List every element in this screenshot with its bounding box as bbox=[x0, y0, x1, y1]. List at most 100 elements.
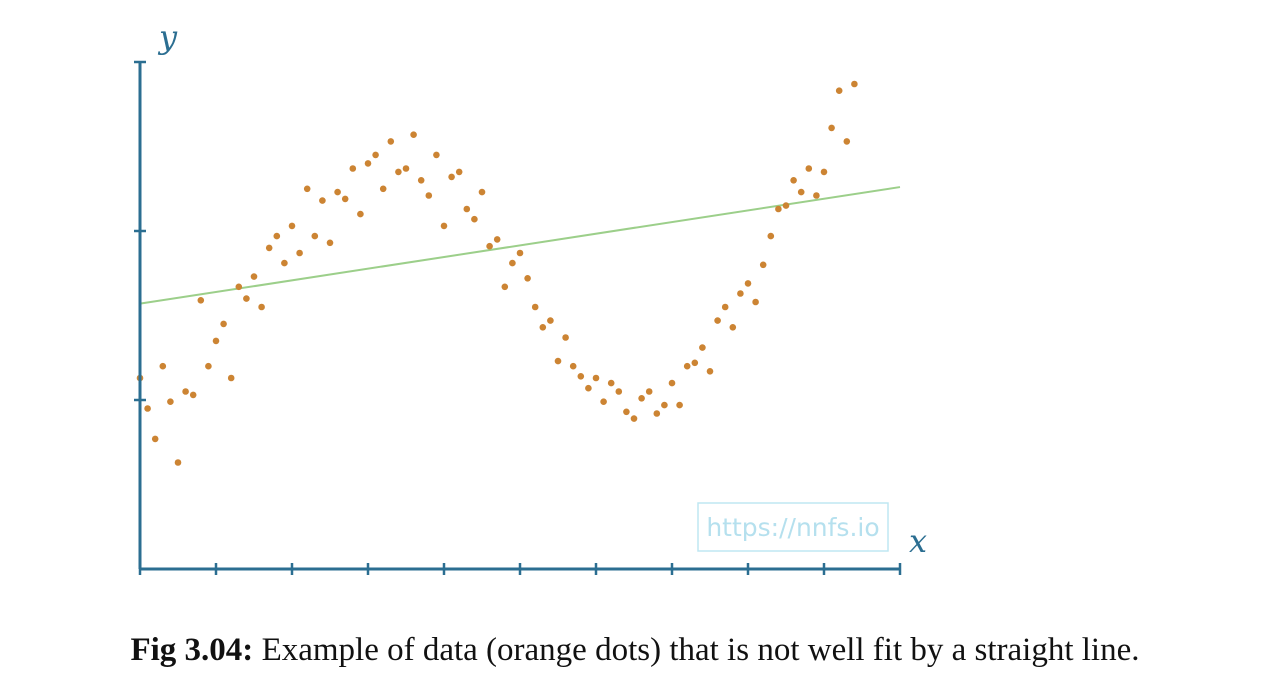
data-point bbox=[220, 320, 227, 328]
data-point bbox=[539, 324, 547, 331]
data-point bbox=[600, 398, 607, 406]
data-point bbox=[205, 362, 212, 370]
figure-label: Fig 3.04: bbox=[130, 632, 254, 668]
data-point bbox=[243, 295, 250, 302]
data-point bbox=[585, 384, 592, 392]
data-point bbox=[326, 239, 334, 247]
data-point bbox=[486, 242, 493, 250]
data-point bbox=[729, 324, 737, 331]
data-point bbox=[509, 259, 516, 267]
data-point bbox=[167, 398, 174, 406]
data-point bbox=[303, 185, 311, 193]
data-point bbox=[554, 357, 562, 365]
data-point bbox=[417, 177, 425, 184]
data-point bbox=[645, 388, 653, 395]
data-point bbox=[197, 297, 205, 304]
data-point bbox=[547, 317, 554, 324]
data-point bbox=[144, 405, 151, 412]
data-point bbox=[227, 374, 235, 382]
data-point bbox=[151, 435, 159, 443]
data-point bbox=[159, 362, 167, 370]
data-point bbox=[562, 334, 569, 341]
data-point bbox=[372, 151, 379, 159]
y-axis-label: y bbox=[157, 18, 178, 56]
data-point bbox=[387, 138, 395, 145]
data-point bbox=[273, 232, 281, 240]
data-point bbox=[843, 138, 851, 145]
data-point bbox=[623, 408, 630, 416]
data-point bbox=[288, 222, 296, 230]
data-point bbox=[448, 173, 455, 181]
data-point bbox=[752, 298, 759, 306]
data-point bbox=[638, 395, 645, 402]
data-point bbox=[615, 388, 623, 395]
watermark-box bbox=[697, 502, 889, 552]
data-point bbox=[767, 232, 775, 240]
data-point bbox=[683, 362, 691, 370]
data-point bbox=[706, 368, 714, 375]
data-point bbox=[471, 215, 478, 223]
data-point bbox=[319, 197, 326, 204]
data-point bbox=[653, 410, 661, 417]
data-point bbox=[531, 303, 539, 311]
data-point bbox=[737, 290, 744, 297]
data-point bbox=[797, 188, 805, 196]
data-point bbox=[592, 374, 600, 382]
data-point bbox=[699, 344, 706, 351]
data-point bbox=[775, 205, 782, 213]
data-point bbox=[714, 317, 721, 324]
data-point bbox=[828, 124, 835, 132]
data-point bbox=[463, 205, 471, 213]
data-point bbox=[493, 236, 501, 243]
watermark: https://nnfs.io bbox=[697, 502, 889, 552]
data-point bbox=[744, 280, 752, 287]
data-point bbox=[258, 303, 265, 311]
data-point bbox=[455, 168, 463, 176]
data-point bbox=[174, 459, 182, 466]
data-point bbox=[440, 222, 448, 230]
y-ticks bbox=[134, 60, 146, 402]
scatter-chart: y x https://nnfs.io bbox=[134, 18, 927, 575]
data-point bbox=[676, 401, 683, 409]
data-point bbox=[721, 303, 729, 311]
data-point bbox=[433, 151, 440, 159]
data-point bbox=[379, 185, 387, 193]
data-point bbox=[691, 359, 699, 367]
data-point bbox=[661, 401, 668, 409]
data-point bbox=[569, 362, 577, 370]
data-point bbox=[250, 273, 258, 280]
data-points bbox=[136, 80, 858, 466]
fit-line-layer bbox=[139, 186, 901, 305]
data-point bbox=[813, 192, 820, 199]
fit-line bbox=[139, 186, 901, 305]
data-point bbox=[805, 165, 813, 172]
data-point bbox=[402, 165, 410, 172]
data-point bbox=[790, 177, 797, 184]
data-point bbox=[182, 388, 189, 395]
data-point bbox=[281, 259, 288, 267]
data-point bbox=[478, 188, 486, 196]
data-point bbox=[235, 283, 243, 291]
data-point bbox=[668, 379, 676, 387]
data-point bbox=[395, 168, 402, 176]
data-point bbox=[577, 373, 585, 380]
data-point bbox=[851, 80, 858, 88]
data-point bbox=[334, 188, 341, 196]
data-point bbox=[265, 244, 273, 252]
data-point bbox=[212, 337, 220, 345]
data-point bbox=[630, 415, 638, 422]
data-point bbox=[607, 379, 615, 387]
axes bbox=[138, 62, 900, 571]
data-point bbox=[516, 249, 524, 257]
data-point bbox=[357, 210, 364, 218]
data-point bbox=[311, 232, 319, 240]
figure-caption-text: Example of data (orange dots) that is no… bbox=[253, 632, 1140, 668]
data-point bbox=[820, 168, 828, 176]
x-axis-label: x bbox=[909, 522, 927, 560]
data-point bbox=[782, 202, 790, 209]
data-point bbox=[296, 249, 303, 257]
data-point bbox=[189, 391, 197, 399]
x-ticks bbox=[138, 563, 902, 575]
data-point bbox=[410, 131, 417, 138]
data-point bbox=[341, 195, 349, 203]
